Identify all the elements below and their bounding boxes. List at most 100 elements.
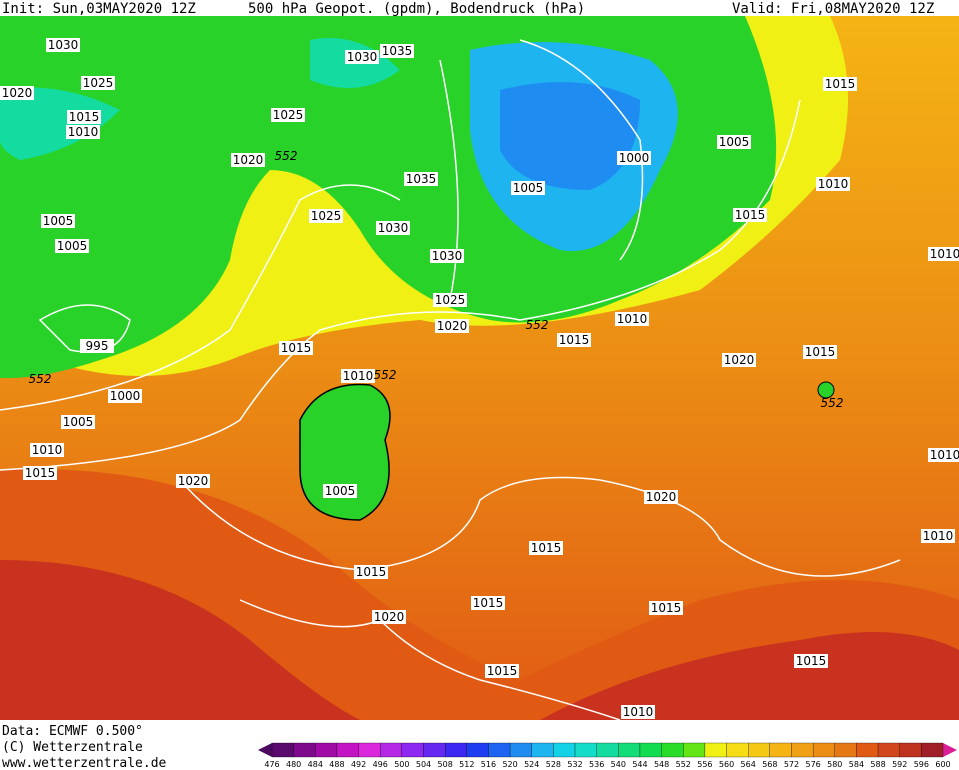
isobar-label: 1015 — [805, 345, 836, 359]
colorbar-label: 584 — [849, 760, 864, 769]
isobar-label: 1010 — [930, 448, 959, 462]
colorbar-label: 544 — [632, 760, 647, 769]
colorbar-label: 580 — [827, 760, 842, 769]
label-box — [823, 77, 857, 91]
colorbar-label: 564 — [741, 760, 756, 769]
colorbar-label: 516 — [481, 760, 496, 769]
valid-time: Valid: Fri,08MAY2020 12Z — [732, 1, 934, 17]
isobar-label: 1010 — [623, 705, 654, 719]
colorbar-bin — [315, 742, 338, 758]
label-box — [271, 108, 305, 122]
colorbar-bin — [877, 742, 900, 758]
init-time: Init: Sun,03MAY2020 12Z — [2, 1, 196, 17]
label-box — [928, 247, 959, 261]
isobar-label: 1005 — [43, 214, 74, 228]
colorbar-label: 560 — [719, 760, 734, 769]
label-box — [471, 596, 505, 610]
colorbar-bin — [618, 742, 641, 758]
label-box — [81, 76, 115, 90]
isobar-label: 1020 — [2, 86, 33, 100]
label-box — [376, 221, 410, 235]
label-box — [511, 181, 545, 195]
geopotential-label: 552 — [29, 372, 52, 386]
isobar-label: 1035 — [382, 44, 413, 58]
colorbar-label: 556 — [697, 760, 712, 769]
colorbar-label: 592 — [892, 760, 907, 769]
colorbar-label: 568 — [762, 760, 777, 769]
colorbar-bin — [726, 742, 749, 758]
label-box — [816, 177, 850, 191]
isobar-label: 1015 — [281, 341, 312, 355]
isobar-label: 1005 — [719, 135, 750, 149]
geopotential-label: 552 — [821, 396, 844, 410]
label-box — [621, 705, 655, 719]
colorbar-bin — [812, 742, 835, 758]
colorbar-label: 512 — [459, 760, 474, 769]
colorbar: 476 480 484 488 492 496 500 504 508 512 516 520 524 5… — [264, 742, 951, 769]
isobar-label: 1005 — [63, 415, 94, 429]
colorbar-label: 524 — [524, 760, 539, 769]
label-box — [30, 443, 64, 457]
website: www.wetterzentrale.de — [2, 756, 167, 770]
colorbar-bin — [423, 742, 446, 758]
isobar-label: 1030 — [378, 221, 409, 235]
isobar-label: 1020 — [374, 610, 405, 624]
isobar-label: 1030 — [347, 50, 378, 64]
isobar-label: 1035 — [406, 172, 437, 186]
isobar-label: 1015 — [796, 654, 827, 668]
colorbar-bin — [509, 742, 532, 758]
map-title: 500 hPa Geopot. (gpdm), Bodendruck (hPa) — [248, 1, 585, 17]
label-box — [485, 664, 519, 678]
colorbar-label: 572 — [784, 760, 799, 769]
isobar-label: 1015 — [25, 466, 56, 480]
label-box — [323, 484, 357, 498]
colorbar-label: 484 — [308, 760, 323, 769]
colorbar-bin — [769, 742, 792, 758]
label-box — [80, 339, 114, 353]
geopotential-label: 552 — [374, 368, 397, 382]
isobar-label: 1015 — [559, 333, 590, 347]
colorbar-label: 508 — [438, 760, 453, 769]
isobar-label: 1015 — [531, 541, 562, 555]
colorbar-bin — [791, 742, 814, 758]
label-box — [176, 474, 210, 488]
colorbar-label: 552 — [676, 760, 691, 769]
isobar-label: 1030 — [48, 38, 79, 52]
label-box — [41, 214, 75, 228]
colorbar-bin — [899, 742, 922, 758]
label-box — [803, 345, 837, 359]
isobar-label: 1025 — [83, 76, 114, 90]
colorbar-bin — [358, 742, 381, 758]
colorbar-label: 532 — [567, 760, 582, 769]
isobar-label: 1020 — [178, 474, 209, 488]
isobar-label: 1000 — [619, 151, 650, 165]
label-box — [309, 209, 343, 223]
colorbar-label: 548 — [654, 760, 669, 769]
colorbar-bin — [596, 742, 619, 758]
label-box — [279, 341, 313, 355]
isobar-label: 1020 — [724, 353, 755, 367]
isobar-label: 995 — [86, 339, 109, 353]
isobar-label: 1010 — [32, 443, 63, 457]
colorbar-bin — [445, 742, 467, 758]
label-box — [430, 249, 464, 263]
colorbar-label: 500 — [394, 760, 409, 769]
isobar-label: 1015 — [825, 77, 856, 91]
label-box — [928, 448, 959, 462]
colorbar-bin — [336, 742, 359, 758]
isobar-label: 1015 — [69, 110, 100, 124]
colorbar-label: 528 — [546, 760, 561, 769]
label-box — [649, 601, 683, 615]
label-box — [341, 369, 375, 383]
colorbar-bin — [488, 742, 511, 758]
colorbar-bin — [683, 742, 706, 758]
colorbar-bin — [574, 742, 597, 758]
colorbar-bin — [531, 742, 554, 758]
label-box — [794, 654, 828, 668]
colorbar-label: 588 — [870, 760, 885, 769]
colorbar-label: 504 — [416, 760, 431, 769]
label-box — [231, 153, 265, 167]
colorbar-bin — [271, 742, 294, 758]
colorbar-bin — [380, 742, 403, 758]
